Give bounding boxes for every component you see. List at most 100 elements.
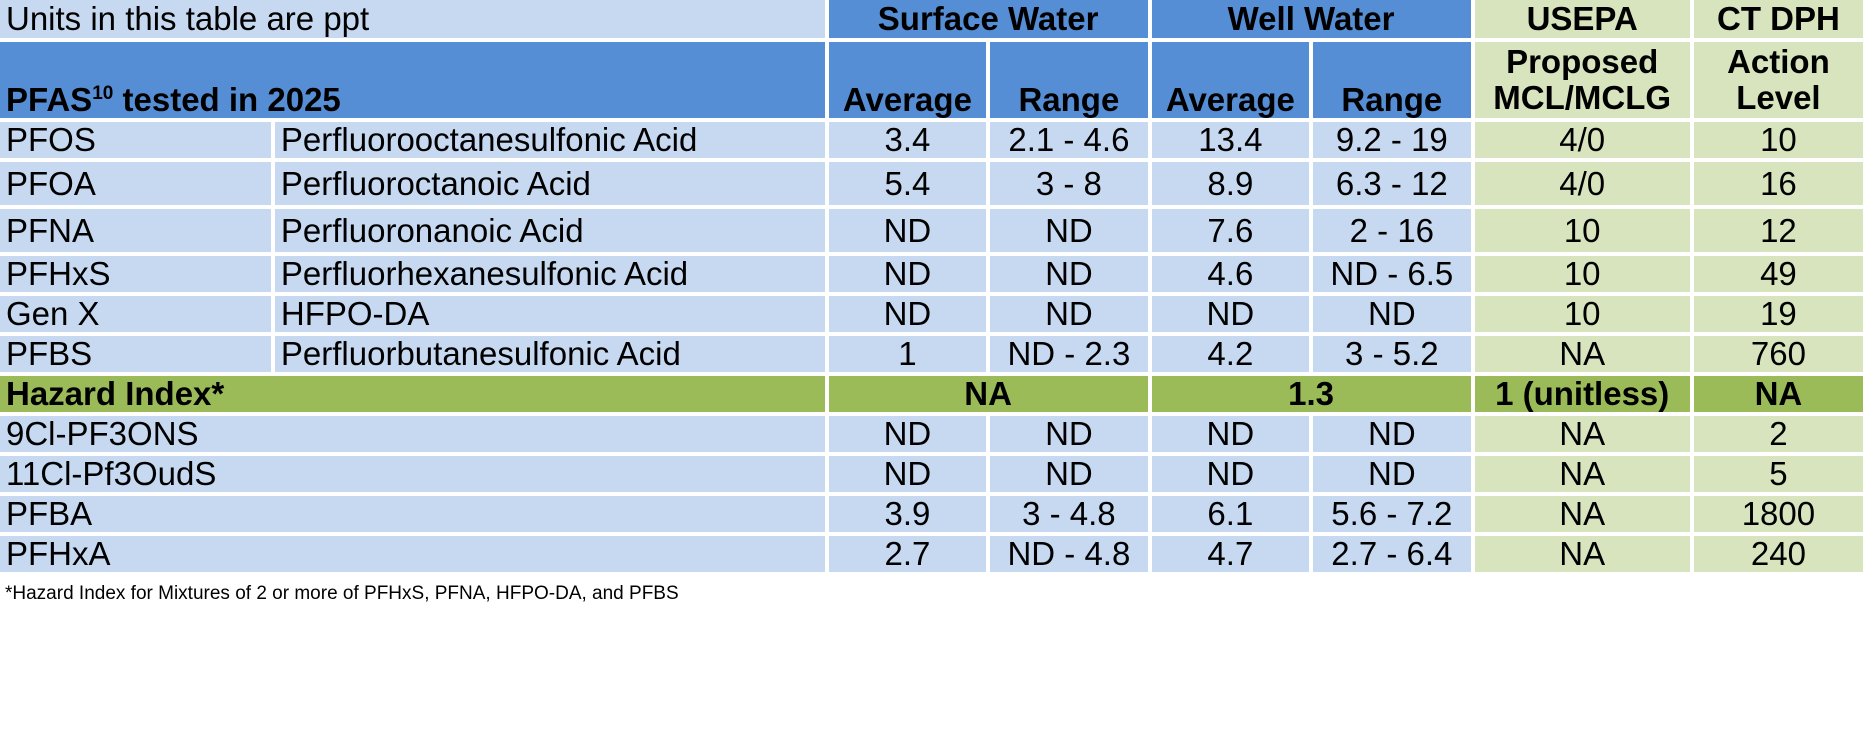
hazard-well-value: 1.3 — [1151, 376, 1471, 412]
ww-range: ND — [1313, 416, 1471, 452]
sw-average: 5.4 — [828, 162, 987, 205]
compound-name: Perfluorooctanesulfonic Acid — [274, 122, 825, 158]
ww-range: 6.3 - 12 — [1313, 162, 1471, 205]
table-row: PFOA Perfluoroctanoic Acid 5.4 3 - 8 8.9… — [0, 162, 1863, 205]
sw-average: 3.4 — [828, 122, 987, 158]
compound-code: 11Cl-Pf3OudS — [0, 456, 825, 492]
ww-average: ND — [1151, 416, 1310, 452]
sw-average: 1 — [828, 336, 987, 372]
sw-average: ND — [828, 209, 987, 252]
table-row: 9Cl-PF3ONS ND ND ND ND NA 2 — [0, 416, 1863, 452]
usepa-header: USEPA — [1474, 0, 1690, 38]
header-row-2: PFAS10 tested in 2025 Average Range Aver… — [0, 42, 1863, 118]
proposed-label: Proposed — [1506, 43, 1659, 80]
pfas-tested-header: PFAS10 tested in 2025 — [0, 42, 825, 118]
pfas-footnote-ref: 10 — [92, 83, 114, 104]
usepa-value: 10 — [1474, 256, 1690, 292]
compound-code: PFOA — [0, 162, 271, 205]
ww-average: 4.7 — [1151, 536, 1310, 572]
level-label: Level — [1736, 79, 1821, 116]
ww-range: 2.7 - 6.4 — [1313, 536, 1471, 572]
usepa-value: NA — [1474, 456, 1690, 492]
ww-average: ND — [1151, 456, 1310, 492]
sw-range: ND - 2.3 — [990, 336, 1148, 372]
sw-average-header: Average — [828, 42, 987, 118]
sw-range: ND — [990, 416, 1148, 452]
action-label: Action — [1727, 43, 1830, 80]
table-row: PFBS Perfluorbutanesulfonic Acid 1 ND - … — [0, 336, 1863, 372]
ww-range-header: Range — [1313, 42, 1471, 118]
hazard-usepa-value: 1 (unitless) — [1474, 376, 1690, 412]
ww-range: ND — [1313, 296, 1471, 332]
table-row: PFBA 3.9 3 - 4.8 6.1 5.6 - 7.2 NA 1800 — [0, 496, 1863, 532]
ww-range: 2 - 16 — [1313, 209, 1471, 252]
table-row: 11Cl-Pf3OudS ND ND ND ND NA 5 — [0, 456, 1863, 492]
table-row: PFHxS Perfluorhexanesulfonic Acid ND ND … — [0, 256, 1863, 292]
ww-average: 4.2 — [1151, 336, 1310, 372]
compound-name: Perfluorhexanesulfonic Acid — [274, 256, 825, 292]
sw-range: ND — [990, 256, 1148, 292]
well-water-header: Well Water — [1151, 0, 1471, 38]
ctdph-value: 2 — [1693, 416, 1863, 452]
ctdph-value: 10 — [1693, 122, 1863, 158]
pfas-suffix: tested in 2025 — [113, 81, 341, 118]
ctdph-header: CT DPH — [1693, 0, 1863, 38]
ww-range: 9.2 - 19 — [1313, 122, 1471, 158]
compound-name: Perfluoronanoic Acid — [274, 209, 825, 252]
ctdph-value: 5 — [1693, 456, 1863, 492]
compound-name: Perfluoroctanoic Acid — [274, 162, 825, 205]
ww-average: 8.9 — [1151, 162, 1310, 205]
compound-code: PFBA — [0, 496, 825, 532]
units-note: Units in this table are ppt — [0, 0, 825, 38]
sw-average: 2.7 — [828, 536, 987, 572]
sw-range: ND - 4.8 — [990, 536, 1148, 572]
ctdph-value: 240 — [1693, 536, 1863, 572]
usepa-value: 10 — [1474, 296, 1690, 332]
sw-average: ND — [828, 456, 987, 492]
usepa-value: NA — [1474, 536, 1690, 572]
sw-average: 3.9 — [828, 496, 987, 532]
sw-range: 3 - 8 — [990, 162, 1148, 205]
ctdph-subheader: Action Level — [1693, 42, 1863, 118]
table-row: PFHxA 2.7 ND - 4.8 4.7 2.7 - 6.4 NA 240 — [0, 536, 1863, 572]
usepa-value: 4/0 — [1474, 162, 1690, 205]
sw-average: ND — [828, 296, 987, 332]
ww-average-header: Average — [1151, 42, 1310, 118]
usepa-value: NA — [1474, 416, 1690, 452]
sw-range: ND — [990, 296, 1148, 332]
table-row: Gen X HFPO-DA ND ND ND ND 10 19 — [0, 296, 1863, 332]
ctdph-value: 16 — [1693, 162, 1863, 205]
hazard-index-row: Hazard Index* NA 1.3 1 (unitless) NA — [0, 376, 1863, 412]
ww-range: 3 - 5.2 — [1313, 336, 1471, 372]
ww-range: 5.6 - 7.2 — [1313, 496, 1471, 532]
sw-range: 2.1 - 4.6 — [990, 122, 1148, 158]
ww-average: ND — [1151, 296, 1310, 332]
hazard-ctdph-value: NA — [1693, 376, 1863, 412]
compound-code: PFOS — [0, 122, 271, 158]
usepa-value: 4/0 — [1474, 122, 1690, 158]
sw-range-header: Range — [990, 42, 1148, 118]
sw-average: ND — [828, 256, 987, 292]
footnote: *Hazard Index for Mixtures of 2 or more … — [5, 583, 679, 604]
usepa-subheader: Proposed MCL/MCLG — [1474, 42, 1690, 118]
ww-average: 6.1 — [1151, 496, 1310, 532]
hazard-surface-value: NA — [828, 376, 1148, 412]
usepa-value: NA — [1474, 496, 1690, 532]
compound-name: HFPO-DA — [274, 296, 825, 332]
ctdph-value: 1800 — [1693, 496, 1863, 532]
usepa-value: 10 — [1474, 209, 1690, 252]
pfas-table: Units in this table are ppt Surface Wate… — [0, 0, 1863, 572]
ww-average: 4.6 — [1151, 256, 1310, 292]
sw-range: 3 - 4.8 — [990, 496, 1148, 532]
table-row: PFNA Perfluoronanoic Acid ND ND 7.6 2 - … — [0, 209, 1863, 252]
usepa-value: NA — [1474, 336, 1690, 372]
compound-code: PFNA — [0, 209, 271, 252]
ctdph-value: 19 — [1693, 296, 1863, 332]
compound-code: PFBS — [0, 336, 271, 372]
ww-range: ND — [1313, 456, 1471, 492]
ctdph-value: 49 — [1693, 256, 1863, 292]
sw-range: ND — [990, 209, 1148, 252]
compound-code: 9Cl-PF3ONS — [0, 416, 825, 452]
pfas-table-container: Units in this table are ppt Surface Wate… — [0, 0, 1863, 572]
ww-average: 13.4 — [1151, 122, 1310, 158]
